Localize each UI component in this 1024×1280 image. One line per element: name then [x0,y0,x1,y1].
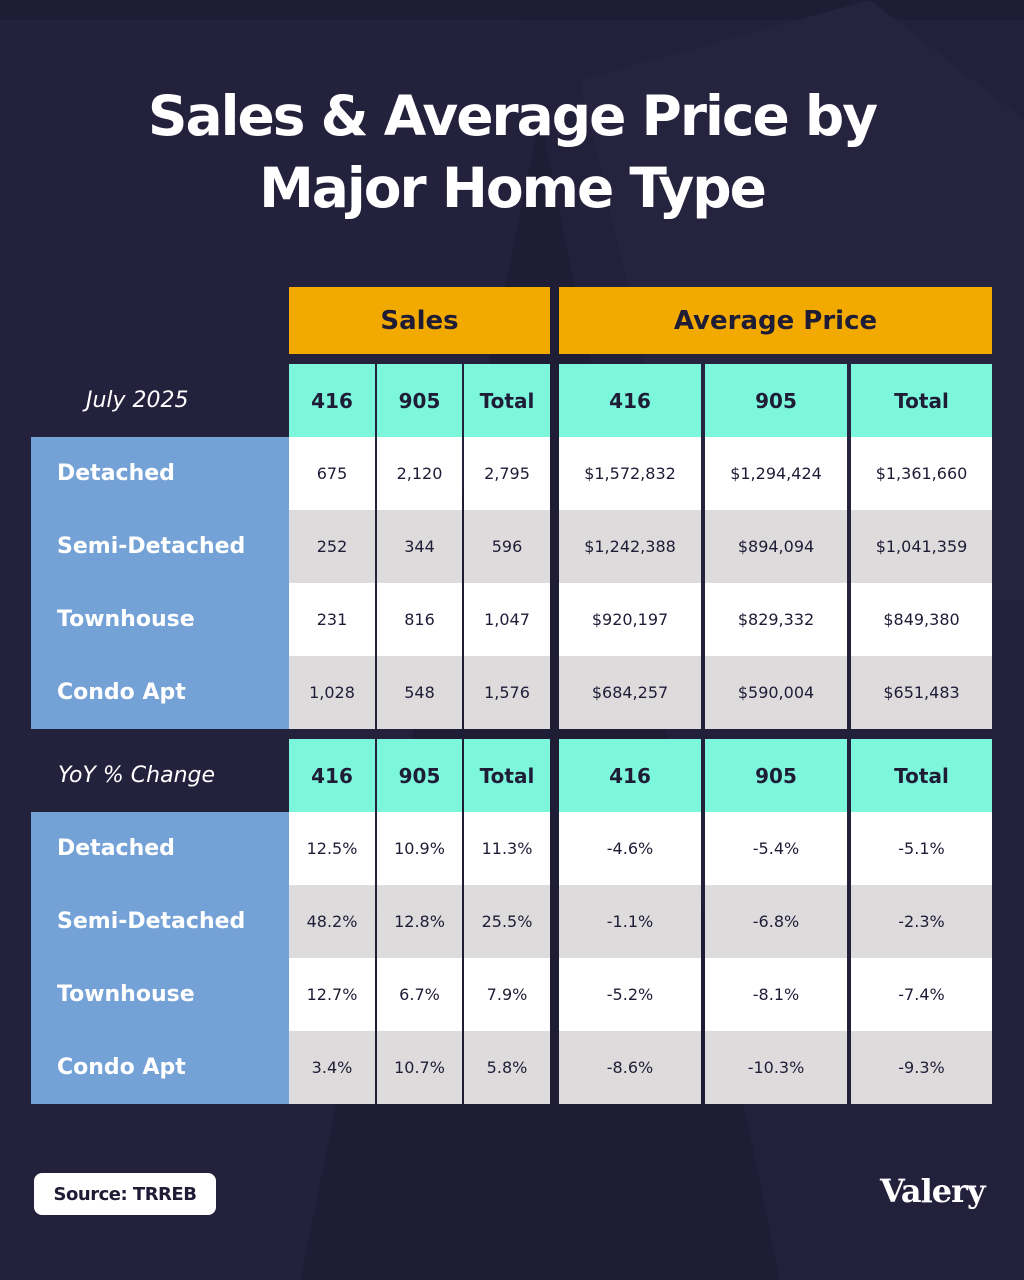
table-cell: -7.4% [851,958,992,1031]
section-period-label: YoY % Change [58,763,216,788]
table-cell: -10.3% [705,1031,847,1104]
table-cell: 231 [289,583,375,656]
table-cell: -6.8% [705,885,847,958]
table-cell: $1,294,424 [705,437,847,510]
column-header: Total [851,364,992,437]
table-cell: 1,576 [464,656,550,729]
column-header: 416 [559,364,701,437]
table-cell: $684,257 [559,656,701,729]
column-header: Total [464,739,550,812]
table-cell: 1,047 [464,583,550,656]
table-cell: 7.9% [464,958,550,1031]
column-header: Total [851,739,992,812]
table-cell: 10.9% [377,812,462,885]
column-header: 416 [289,364,375,437]
table-cell: -2.3% [851,885,992,958]
section-period-label: July 2025 [86,388,189,413]
row-label: Detached [57,836,175,861]
table-cell: 48.2% [289,885,375,958]
table-cell: $590,004 [705,656,847,729]
valery-logo: Valery [880,1172,986,1210]
table-cell: $1,361,660 [851,437,992,510]
row-label: Detached [57,461,175,486]
table-cell: 252 [289,510,375,583]
group-header-sales: Sales [289,287,550,354]
title-line-2: Major Home Type [259,156,767,220]
column-header: 905 [377,364,462,437]
row-label: Townhouse [57,982,195,1007]
row-label: Condo Apt [57,680,186,705]
table-cell: $651,483 [851,656,992,729]
table-cell: 1,028 [289,656,375,729]
source-badge: Source: TRREB [34,1173,216,1215]
table-cell: $849,380 [851,583,992,656]
column-header: Total [464,364,550,437]
table-cell: $1,041,359 [851,510,992,583]
table-cell: 2,795 [464,437,550,510]
column-header: 416 [289,739,375,812]
table-cell: 548 [377,656,462,729]
row-label: Townhouse [57,607,195,632]
column-header: 905 [705,364,847,437]
table-cell: 5.8% [464,1031,550,1104]
table-cell: 816 [377,583,462,656]
table-cell: -1.1% [559,885,701,958]
table-cell: $829,332 [705,583,847,656]
table-cell: -8.6% [559,1031,701,1104]
table-cell: 596 [464,510,550,583]
table-cell: -5.2% [559,958,701,1031]
table-cell: 2,120 [377,437,462,510]
table-cell: -8.1% [705,958,847,1031]
row-label-block [31,812,289,1104]
table-cell: 3.4% [289,1031,375,1104]
column-header: 905 [377,739,462,812]
table-cell: 344 [377,510,462,583]
table-cell: 6.7% [377,958,462,1031]
column-header: 905 [705,739,847,812]
group-header-average-price: Average Price [559,287,992,354]
table-cell: -5.1% [851,812,992,885]
table-cell: $894,094 [705,510,847,583]
table-cell: 12.7% [289,958,375,1031]
row-label-block [31,437,289,729]
table-cell: 25.5% [464,885,550,958]
table-cell: -9.3% [851,1031,992,1104]
table-cell: 675 [289,437,375,510]
page-title: Sales & Average Price by Major Home Type [0,80,1024,224]
title-line-1: Sales & Average Price by [147,84,878,148]
table-cell: $1,242,388 [559,510,701,583]
table-cell: 12.8% [377,885,462,958]
table-cell: 11.3% [464,812,550,885]
table-cell: $920,197 [559,583,701,656]
table-cell: -5.4% [705,812,847,885]
row-label: Semi-Detached [57,909,246,934]
table-cell: -4.6% [559,812,701,885]
table-cell: 12.5% [289,812,375,885]
column-header: 416 [559,739,701,812]
row-label: Condo Apt [57,1055,186,1080]
row-label: Semi-Detached [57,534,246,559]
table-cell: $1,572,832 [559,437,701,510]
table-cell: 10.7% [377,1031,462,1104]
